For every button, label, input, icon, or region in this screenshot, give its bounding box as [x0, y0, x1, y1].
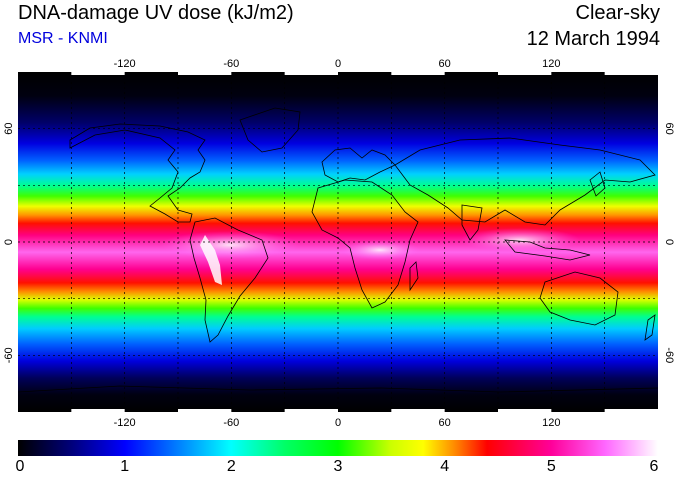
edge-tick: [178, 409, 232, 412]
sky-condition-label: Clear-sky: [575, 2, 660, 24]
source-label: MSR - KNMI: [18, 30, 108, 47]
edge-tick: [391, 72, 445, 75]
axis-tick-label: -60: [3, 347, 15, 363]
colorbar-tick-label: 5: [546, 458, 556, 475]
edge-tick: [604, 409, 658, 412]
colorbar-tick-label: 0: [15, 458, 25, 475]
edge-tick: [178, 72, 232, 75]
axis-tick-label: 0: [3, 239, 15, 245]
colorbar-tick-label: 4: [440, 458, 450, 475]
edge-tick: [391, 409, 445, 412]
colorbar: [18, 440, 658, 456]
edge-tick-marks: [71, 72, 658, 412]
latitude-labels-left: 60 0 -60: [3, 123, 15, 364]
colorbar-tick-label: 2: [226, 458, 236, 475]
axis-tick-label: -60: [223, 58, 239, 70]
date-label: 12 March 1994: [526, 28, 660, 50]
edge-tick: [71, 409, 125, 412]
axis-tick-label: -60: [663, 347, 675, 363]
axis-tick-label: -120: [114, 58, 136, 70]
edge-tick: [498, 72, 552, 75]
colorbar-tick-label: 6: [649, 458, 659, 475]
axis-tick-label: 60: [3, 123, 15, 135]
latitude-labels-right: 60 0 -60: [663, 123, 675, 364]
edge-tick: [284, 72, 338, 75]
coastlines: [18, 107, 658, 393]
map-title: DNA-damage UV dose (kJ/m2): [18, 2, 294, 24]
axis-tick-label: 120: [542, 58, 560, 70]
axis-tick-label: -120: [114, 417, 136, 429]
axis-tick-label: -60: [223, 417, 239, 429]
graticule: [18, 72, 658, 412]
axis-tick-label: 0: [335, 417, 341, 429]
longitude-labels-top: -120 -60 0 60 120: [114, 58, 561, 70]
axis-tick-label: 120: [542, 417, 560, 429]
axis-tick-label: 0: [335, 58, 341, 70]
edge-tick: [284, 409, 338, 412]
axis-tick-label: 0: [663, 239, 675, 245]
axis-tick-label: 60: [663, 123, 675, 135]
longitude-labels-bottom: -120 -60 0 60 120: [114, 417, 561, 429]
edge-tick: [498, 409, 552, 412]
axis-tick-label: 60: [439, 417, 451, 429]
edge-tick: [604, 72, 658, 75]
edge-tick: [71, 72, 125, 75]
colorbar-tick-label: 3: [333, 458, 343, 475]
colorbar-tick-label: 1: [120, 458, 130, 475]
axis-tick-label: 60: [439, 58, 451, 70]
